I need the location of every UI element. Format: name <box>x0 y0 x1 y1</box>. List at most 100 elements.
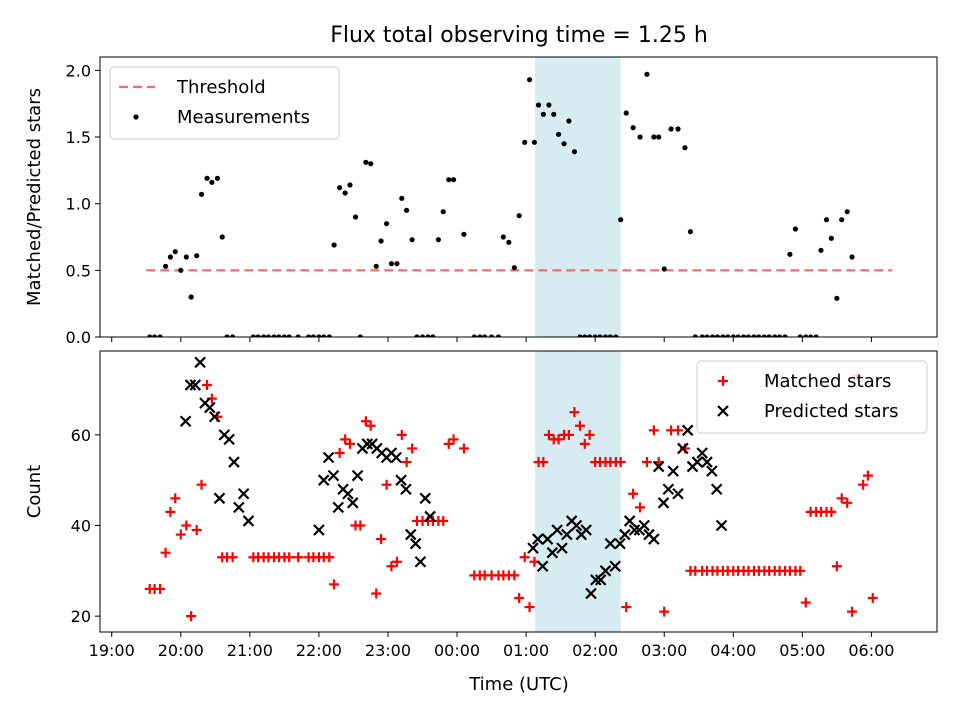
measurements-point <box>772 334 778 337</box>
predicted-stars-point <box>667 465 679 477</box>
measurements-point <box>551 111 557 117</box>
measurements-point <box>368 161 374 167</box>
measurements-point <box>834 295 840 301</box>
predicted-stars-point <box>213 492 226 505</box>
measurements-point <box>331 242 337 248</box>
measurements-point <box>682 145 688 151</box>
matched-stars-point <box>329 579 340 590</box>
measurements-point <box>440 209 446 215</box>
legend-label: Matched stars <box>764 371 891 392</box>
matched-stars-point <box>826 506 837 517</box>
predicted-stars-point <box>681 424 694 437</box>
measurements-point <box>157 334 163 337</box>
measurements-point <box>183 254 189 260</box>
matched-stars-point <box>847 606 858 617</box>
predicted-stars-point <box>404 528 417 541</box>
matched-stars-point <box>862 470 873 481</box>
measurements-point <box>571 149 578 155</box>
y-tick-label: 0.0 <box>66 328 91 347</box>
measurements-point <box>849 254 855 260</box>
predicted-stars-point <box>701 456 713 468</box>
y-tick-label: 1.0 <box>66 195 91 214</box>
measurements-point <box>352 214 359 220</box>
matched-stars-point <box>170 493 181 504</box>
predicted-stars-point <box>424 510 436 523</box>
matched-stars-point <box>355 520 366 531</box>
measurements-point <box>787 251 793 257</box>
legend-symbol <box>133 114 139 120</box>
measurements-point <box>516 213 522 219</box>
predicted-stars-point <box>532 533 544 545</box>
predicted-stars-point <box>317 474 330 486</box>
predicted-stars-point <box>242 515 255 527</box>
matched-stars-point <box>858 479 869 490</box>
measurements-point <box>661 266 667 272</box>
measurements-point <box>741 334 747 337</box>
matched-stars-point <box>836 493 847 504</box>
measurements-point <box>347 182 353 188</box>
measurements-point <box>522 139 528 145</box>
y-axis-label: Matched/Predicted stars <box>24 88 45 306</box>
x-tick-label: 05:00 <box>779 641 825 660</box>
matched-stars-point <box>842 497 853 508</box>
measurements-point <box>305 334 312 337</box>
measurements-point <box>675 126 681 132</box>
predicted-stars-point <box>614 537 626 550</box>
measurements-point <box>310 334 316 337</box>
measurements-point <box>818 247 824 253</box>
measurements-point <box>668 126 674 132</box>
matched-stars-point <box>396 429 407 440</box>
predicted-stars-point <box>672 487 684 500</box>
measurements-point <box>597 334 603 337</box>
measurements-point <box>839 217 845 223</box>
matched-stars-point <box>344 438 355 449</box>
predicted-stars-point <box>409 537 422 550</box>
measurements-point <box>546 102 552 108</box>
matched-stars-point <box>191 525 202 536</box>
x-tick-label: 03:00 <box>641 641 687 660</box>
legend-symbol <box>717 405 729 417</box>
predicted-stars-point <box>204 401 216 414</box>
measurements-point <box>630 125 636 131</box>
axes-frame <box>99 350 938 633</box>
measurements-point <box>450 177 457 183</box>
measurements-point <box>471 334 477 337</box>
measurements-point <box>602 334 609 337</box>
measurements-point <box>198 191 205 197</box>
predicted-stars-point <box>652 460 665 473</box>
measurements-point <box>409 237 415 243</box>
matched-stars-point <box>227 552 238 563</box>
predicted-stars-point <box>662 483 675 496</box>
measurements-point <box>587 334 593 337</box>
predicted-stars-point <box>599 565 612 577</box>
matched-stars-point <box>538 457 549 468</box>
predicted-stars-point <box>710 483 723 496</box>
measurements-point <box>506 239 512 245</box>
measurements-point <box>435 237 441 243</box>
measurements-point <box>214 175 221 181</box>
y-axis-label: Count <box>24 465 45 518</box>
predicted-stars-point <box>628 524 641 536</box>
matched-stars-point <box>365 420 376 431</box>
measurements-point <box>823 217 830 223</box>
measurements-point <box>699 334 705 337</box>
measurements-point <box>555 131 562 137</box>
measurements-point <box>592 334 598 337</box>
matched-stars-point <box>407 443 418 454</box>
measurements-point <box>255 334 261 337</box>
predicted-stars-point <box>570 519 583 532</box>
matched-stars-point <box>524 602 535 613</box>
predicted-stars-point <box>561 528 573 541</box>
measurements-point <box>419 334 426 337</box>
predicted-stars-point <box>594 574 607 586</box>
measurements-point <box>276 334 282 337</box>
highlight-band <box>535 351 621 632</box>
predicted-stars-point <box>327 469 340 482</box>
matched-stars-point <box>553 434 564 445</box>
measurements-point <box>446 177 452 183</box>
predicted-stars-point <box>322 451 335 464</box>
measurements-point <box>337 185 343 191</box>
matched-stars-point <box>621 602 632 613</box>
predicted-stars-point <box>677 442 689 455</box>
predicted-stars-point <box>706 465 718 477</box>
